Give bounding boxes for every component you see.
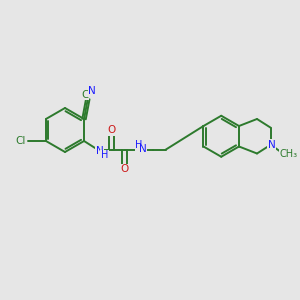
Text: N: N: [96, 146, 104, 156]
Text: N: N: [139, 144, 147, 154]
Text: O: O: [107, 125, 116, 135]
Text: Cl: Cl: [15, 136, 26, 146]
Text: H: H: [135, 140, 142, 150]
Text: CH₃: CH₃: [279, 149, 297, 159]
Text: O: O: [120, 164, 129, 174]
Text: N: N: [268, 140, 275, 150]
Text: N: N: [88, 86, 96, 97]
Text: C: C: [81, 89, 88, 100]
Text: H: H: [101, 150, 108, 160]
